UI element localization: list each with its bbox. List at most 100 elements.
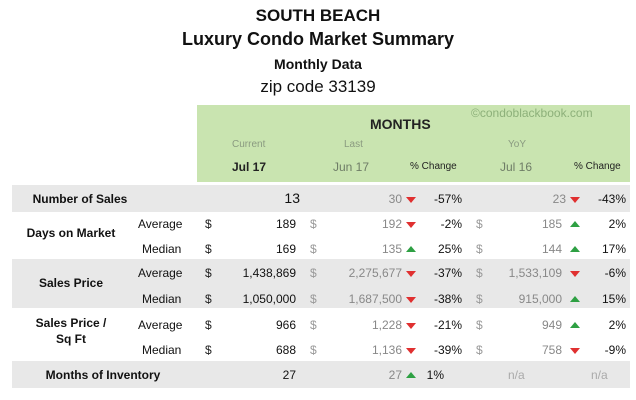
- dollar-sign: $: [476, 217, 483, 231]
- price-avg-pct1: -37%: [433, 266, 462, 280]
- row-band-inventory: [12, 361, 630, 388]
- sqft-avg-yoy: 949: [541, 318, 562, 332]
- sales-current: 13: [284, 190, 300, 206]
- sqft-med-yoy: 758: [541, 343, 562, 357]
- dollar-sign: $: [205, 318, 212, 332]
- arrow-down-icon: [406, 348, 416, 354]
- sublabel-average: Average: [138, 266, 183, 280]
- sub-current: Current: [232, 139, 266, 150]
- sales-pct1: -57%: [433, 192, 462, 206]
- sqft-avg-pct2: 2%: [608, 318, 626, 332]
- price-avg-yoy: 1,533,109: [508, 266, 562, 280]
- dom-avg-pct1: -2%: [440, 217, 462, 231]
- dollar-sign: $: [476, 318, 483, 332]
- inv-current: 27: [282, 368, 296, 382]
- report-title: Luxury Condo Market Summary: [181, 29, 455, 49]
- inv-yoy: n/a: [508, 368, 525, 382]
- watermark: ©condoblackbook.com: [471, 106, 593, 120]
- dollar-sign: $: [310, 217, 317, 231]
- arrow-down-icon: [406, 323, 416, 329]
- dollar-sign: $: [476, 292, 483, 306]
- sales-pct2: -43%: [597, 192, 626, 206]
- arrow-up-icon: [570, 322, 580, 328]
- price-med-last: 1,687,500: [348, 292, 402, 306]
- dollar-sign: $: [310, 266, 317, 280]
- arrow-down-icon: [406, 222, 416, 228]
- sqft-med-pct2: -9%: [604, 343, 626, 357]
- dollar-sign: $: [205, 292, 212, 306]
- sublabel-average: Average: [138, 318, 183, 332]
- dom-avg-pct2: 2%: [608, 217, 626, 231]
- dom-avg-yoy: 185: [541, 217, 562, 231]
- arrow-up-icon: [406, 372, 416, 378]
- label-sales-price: Sales Price: [38, 276, 104, 290]
- sublabel-median: Median: [142, 343, 182, 357]
- dom-med-pct2: 17%: [601, 242, 626, 256]
- title-area: SOUTH BEACH: [255, 6, 381, 25]
- dollar-sign: $: [476, 242, 483, 256]
- dollar-sign: $: [310, 343, 317, 357]
- arrow-up-icon: [570, 246, 580, 252]
- label-number-of-sales: Number of Sales: [32, 192, 128, 206]
- col-pct-change-1: % Change: [410, 161, 457, 172]
- dollar-sign: $: [476, 266, 483, 280]
- dollar-sign: $: [205, 343, 212, 357]
- col-pct-change-2: % Change: [574, 161, 621, 172]
- report-subtitle: Monthly Data: [274, 56, 362, 72]
- label-sales-price-sqft: Sales Price /: [35, 316, 107, 330]
- arrow-down-icon: [406, 297, 416, 303]
- dom-med-yoy: 144: [541, 242, 562, 256]
- sales-yoy: 23: [552, 192, 566, 206]
- sqft-avg-current: 966: [275, 318, 296, 332]
- col-yoy: Jul 16: [500, 160, 533, 174]
- sqft-med-pct1: -39%: [433, 343, 462, 357]
- label-sales-price-sqft-2: Sq Ft: [56, 332, 86, 346]
- sqft-avg-pct1: -21%: [433, 318, 462, 332]
- dollar-sign: $: [310, 242, 317, 256]
- price-avg-last: 2,275,677: [348, 266, 402, 280]
- arrow-down-icon: [406, 197, 416, 203]
- dom-med-current: 169: [275, 242, 296, 256]
- dollar-sign: $: [476, 343, 483, 357]
- label-days-on-market: Days on Market: [26, 226, 116, 240]
- col-current: Jul 17: [232, 160, 267, 174]
- months-group-title: MONTHS: [370, 116, 431, 132]
- dom-med-pct1: 25%: [437, 242, 462, 256]
- row-band-price: [12, 259, 630, 308]
- zip-code-label: zip code 33139: [260, 77, 376, 96]
- arrow-down-icon: [406, 271, 416, 277]
- price-med-pct2: 15%: [601, 292, 626, 306]
- arrow-up-icon: [570, 221, 580, 227]
- sqft-avg-last: 1,228: [371, 318, 402, 332]
- dollar-sign: $: [310, 318, 317, 332]
- inv-pct1: 1%: [426, 368, 444, 382]
- price-med-current: 1,050,000: [242, 292, 296, 306]
- sub-last: Last: [344, 139, 363, 150]
- sqft-med-last: 1,136: [371, 343, 402, 357]
- arrow-up-icon: [406, 246, 416, 252]
- arrow-down-icon: [570, 271, 580, 277]
- inv-last: 27: [388, 368, 402, 382]
- months-header-block: [197, 105, 630, 182]
- label-months-of-inventory: Months of Inventory: [45, 368, 161, 382]
- col-last: Jun 17: [333, 160, 370, 174]
- sales-last: 30: [388, 192, 402, 206]
- sublabel-average: Average: [138, 217, 183, 231]
- price-med-yoy: 915,000: [518, 292, 562, 306]
- dollar-sign: $: [205, 242, 212, 256]
- dom-avg-last: 192: [381, 217, 402, 231]
- arrow-up-icon: [570, 296, 580, 302]
- sub-yoy: YoY: [508, 139, 526, 150]
- dollar-sign: $: [310, 292, 317, 306]
- price-avg-pct2: -6%: [604, 266, 626, 280]
- dom-avg-current: 189: [275, 217, 296, 231]
- sublabel-median: Median: [142, 292, 182, 306]
- arrow-down-icon: [570, 348, 580, 354]
- price-med-pct1: -38%: [433, 292, 462, 306]
- arrow-down-icon: [570, 197, 580, 203]
- dom-med-last: 135: [381, 242, 402, 256]
- inv-pct2: n/a: [591, 368, 608, 382]
- sqft-med-current: 688: [275, 343, 296, 357]
- sublabel-median: Median: [142, 242, 182, 256]
- dollar-sign: $: [205, 266, 212, 280]
